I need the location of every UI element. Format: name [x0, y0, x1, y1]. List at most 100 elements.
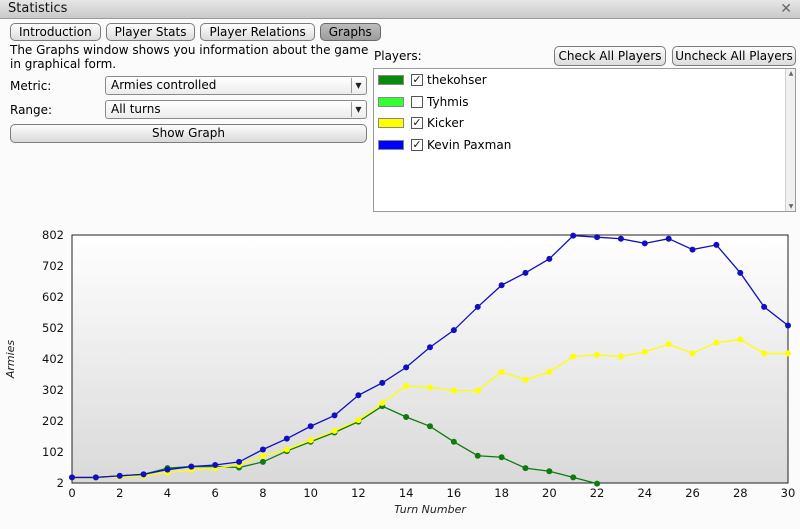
- x-tick-label: 22: [590, 486, 605, 500]
- x-tick-label: 16: [447, 486, 462, 500]
- tab-player-stats[interactable]: Player Stats: [105, 23, 196, 41]
- data-point-thekohser: [427, 423, 433, 430]
- close-icon[interactable]: ✕: [780, 1, 792, 17]
- data-point-kevin-paxman: [450, 327, 457, 334]
- x-tick-label: 4: [164, 486, 171, 500]
- x-tick-label: 30: [781, 486, 796, 500]
- data-point-kicker: [665, 341, 672, 348]
- player-row-kicker: ✓ Kicker: [378, 114, 778, 132]
- x-tick-label: 2: [116, 486, 123, 500]
- data-point-kevin-paxman: [617, 235, 624, 242]
- scroll-up-icon[interactable]: ▲: [788, 70, 794, 77]
- data-point-kevin-paxman: [785, 322, 791, 329]
- x-tick-label: 10: [303, 486, 318, 500]
- window-title: Statistics: [8, 1, 68, 16]
- data-point-kevin-paxman: [403, 364, 410, 371]
- data-point-kicker: [307, 437, 314, 444]
- data-point-kicker: [546, 369, 553, 376]
- player-name: Kicker: [427, 116, 464, 130]
- player-color-swatch: [378, 118, 404, 128]
- scroll-down-icon[interactable]: ▼: [788, 203, 794, 210]
- data-point-thekohser: [474, 452, 481, 459]
- y-tick-label: 102: [42, 445, 64, 459]
- player-checkbox[interactable]: ✓: [411, 116, 423, 129]
- range-select[interactable]: All turns ▼: [105, 100, 367, 119]
- tab-introduction[interactable]: Introduction: [10, 23, 101, 41]
- data-point-kicker: [713, 339, 720, 346]
- data-point-kevin-paxman: [259, 446, 266, 453]
- data-point-kicker: [283, 446, 290, 453]
- data-point-kevin-paxman: [570, 232, 577, 239]
- data-point-kevin-paxman: [188, 463, 195, 470]
- data-point-kicker: [641, 348, 648, 355]
- data-point-thekohser: [498, 454, 505, 461]
- player-checkbox[interactable]: ✓: [411, 73, 423, 86]
- y-tick-label: 402: [42, 352, 64, 366]
- data-point-kevin-paxman: [713, 241, 720, 248]
- graphs-description: The Graphs window shows you information …: [10, 43, 369, 71]
- data-point-kevin-paxman: [474, 303, 481, 310]
- players-scrollbar[interactable]: ▲ ▼: [785, 69, 795, 211]
- y-tick-label: 202: [42, 414, 64, 428]
- y-tick-label: 502: [42, 321, 64, 335]
- data-point-thekohser: [570, 474, 577, 481]
- data-point-kicker: [522, 376, 529, 383]
- player-color-swatch: [378, 75, 404, 85]
- player-row-thekohser: ✓ thekohser: [378, 71, 778, 89]
- data-point-kicker: [689, 350, 696, 357]
- data-point-kicker: [785, 350, 791, 357]
- data-point-kevin-paxman: [164, 466, 171, 473]
- data-point-kicker: [617, 353, 624, 360]
- data-point-thekohser: [450, 438, 457, 445]
- players-label: Players:: [374, 49, 422, 63]
- plot-area: [71, 234, 789, 484]
- x-tick-label: 0: [68, 486, 75, 500]
- x-tick-label: 20: [542, 486, 557, 500]
- player-color-swatch: [378, 140, 404, 150]
- players-list[interactable]: ✓ thekohser Tyhmis ✓ Kicker ✓ Kevin Paxm…: [373, 68, 796, 212]
- data-point-kevin-paxman: [427, 344, 433, 351]
- show-graph-button[interactable]: Show Graph: [10, 124, 367, 143]
- data-point-kevin-paxman: [140, 471, 147, 478]
- data-point-kevin-paxman: [283, 435, 290, 442]
- player-name: Kevin Paxman: [427, 138, 512, 152]
- data-point-kicker: [761, 350, 768, 357]
- x-tick-label: 18: [494, 486, 509, 500]
- player-name: Tyhmis: [427, 95, 469, 109]
- data-point-kevin-paxman: [737, 269, 744, 276]
- data-point-kicker: [737, 336, 744, 343]
- uncheck-all-players-button[interactable]: Uncheck All Players: [672, 46, 796, 66]
- data-point-kevin-paxman: [116, 472, 123, 479]
- metric-label: Metric:: [10, 79, 52, 93]
- data-point-kicker: [474, 387, 481, 394]
- tab-graphs[interactable]: Graphs: [319, 23, 381, 41]
- range-value: All turns: [111, 102, 161, 116]
- y-tick-label: 302: [42, 383, 64, 397]
- data-point-kevin-paxman: [236, 458, 243, 465]
- y-tick-label: 2: [57, 476, 64, 490]
- data-point-kicker: [331, 427, 338, 434]
- data-point-kevin-paxman: [379, 379, 386, 386]
- data-point-kicker: [379, 400, 386, 407]
- check-all-players-button[interactable]: Check All Players: [554, 46, 666, 66]
- data-point-thekohser: [522, 465, 529, 472]
- data-point-kevin-paxman: [331, 412, 338, 419]
- player-checkbox[interactable]: [411, 96, 423, 108]
- data-point-kevin-paxman: [641, 240, 648, 247]
- x-tick-label: 26: [685, 486, 700, 500]
- x-tick-label: 8: [259, 486, 266, 500]
- x-tick-label: 14: [399, 486, 414, 500]
- title-bar: Statistics ✕: [0, 0, 800, 19]
- data-point-kevin-paxman: [498, 282, 505, 289]
- player-checkbox[interactable]: ✓: [411, 138, 423, 151]
- tab-player-relations[interactable]: Player Relations: [200, 23, 315, 41]
- data-point-kicker: [594, 351, 601, 358]
- data-point-kevin-paxman: [355, 392, 362, 399]
- metric-select[interactable]: Armies controlled ▼: [105, 76, 367, 95]
- data-point-kevin-paxman: [761, 303, 768, 310]
- data-point-kicker: [450, 387, 457, 394]
- data-point-kevin-paxman: [594, 234, 601, 241]
- data-point-thekohser: [403, 413, 410, 420]
- data-point-kicker: [498, 369, 505, 376]
